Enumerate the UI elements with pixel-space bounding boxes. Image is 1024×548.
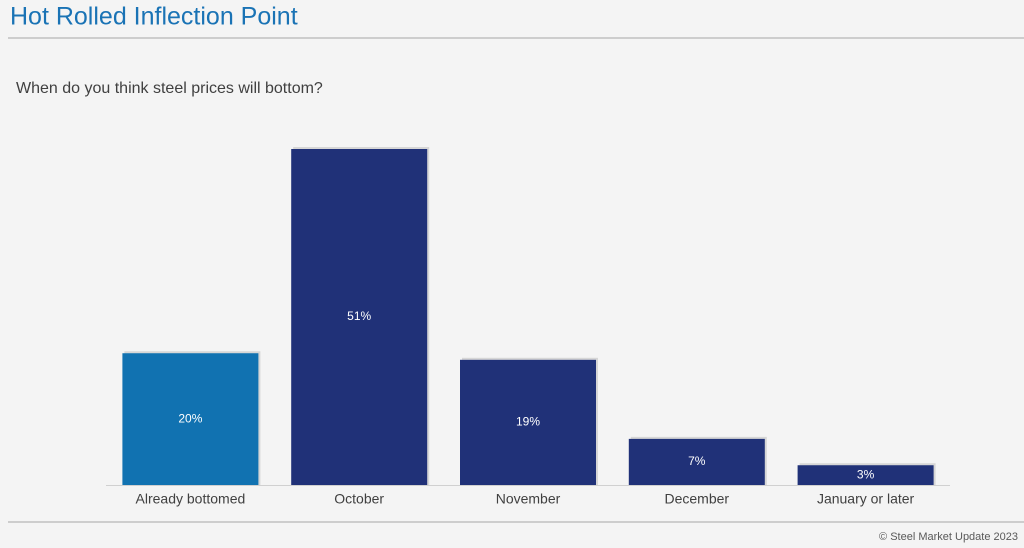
bar — [797, 465, 934, 485]
data-label: 7% — [688, 454, 706, 468]
x-tick-label: Already bottomed — [136, 491, 246, 507]
source: © Steel Market Update 2023 — [879, 531, 1018, 543]
bar — [460, 359, 596, 485]
chart-title: Hot Rolled Inflection Point — [10, 3, 298, 31]
x-tick-label: January or later — [817, 491, 915, 507]
x-tick-label: October — [334, 491, 384, 507]
chart-subtitle: When do you think steel prices will bott… — [16, 80, 323, 97]
x-tick-label: December — [665, 491, 730, 507]
data-label: 51% — [347, 309, 371, 323]
bar — [122, 353, 259, 485]
x-tick-label: November — [496, 491, 561, 507]
bar — [291, 149, 428, 485]
data-label: 20% — [178, 411, 202, 425]
data-label: 3% — [857, 467, 875, 481]
bar — [628, 438, 765, 485]
data-label: 19% — [516, 415, 540, 429]
